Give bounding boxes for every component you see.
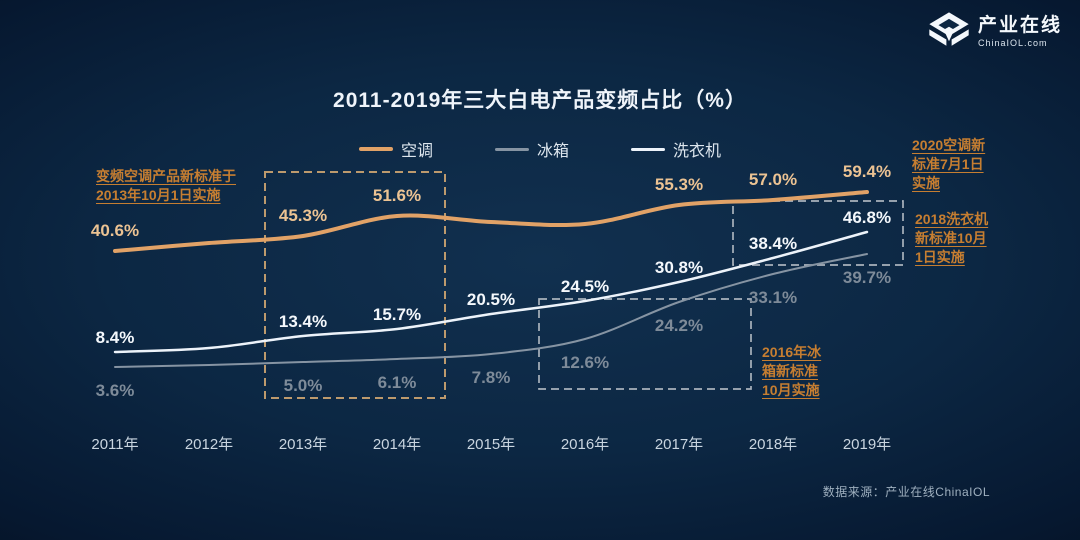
data-label-aircon-2013年: 45.3% — [278, 206, 328, 226]
x-axis-label-2019年: 2019年 — [842, 436, 892, 453]
x-axis-label-2016年: 2016年 — [560, 436, 610, 453]
legend-swatch-fridge — [494, 147, 529, 151]
annotation-2020-aircon-standard: 2020空调新 标准7月1日 实施 — [912, 137, 986, 191]
data-label-fridge-2014年: 6.1% — [377, 372, 417, 392]
data-label-washer-2017年: 30.8% — [654, 257, 704, 277]
x-axis-label-2014年: 2014年 — [372, 436, 422, 453]
data-label-washer-2015年: 20.5% — [466, 289, 516, 309]
legend-item-washer: 洗衣机 — [631, 137, 721, 161]
data-label-aircon-2011年: 40.6% — [90, 220, 140, 240]
highlight-box-2013-2014 — [264, 171, 446, 399]
x-axis-label-2015年: 2015年 — [466, 436, 516, 453]
x-axis-label-2012年: 2012年 — [184, 436, 234, 453]
x-axis-label-2011年: 2011年 — [91, 436, 139, 453]
data-label-washer-2011年: 8.4% — [95, 327, 135, 347]
legend-item-aircon: 空调 — [358, 137, 433, 161]
x-axis-label-2013年: 2013年 — [278, 436, 328, 453]
data-label-fridge-2011年: 3.6% — [95, 380, 135, 400]
legend-swatch-aircon — [358, 147, 393, 151]
data-label-fridge-2019年: 39.7% — [842, 267, 892, 287]
annotation-2018-washer-standard: 2018洗衣机 新标准10月 1日实施 — [915, 211, 989, 265]
logo-domain: ChinaIOL.com — [977, 38, 1048, 48]
data-label-washer-2016年: 24.5% — [560, 277, 610, 297]
chart-legend: 空调 冰箱 洗衣机 — [0, 137, 1080, 161]
data-label-fridge-2015年: 7.8% — [471, 367, 511, 387]
data-label-fridge-2016年: 12.6% — [560, 352, 610, 372]
chart-title: 2011-2019年三大白电产品变频占比（%） — [333, 89, 747, 112]
legend-label-aircon: 空调 — [400, 143, 433, 160]
data-label-fridge-2018年: 33.1% — [748, 288, 798, 308]
data-source-note: 数据来源：产业在线ChinaIOL — [822, 485, 990, 499]
series-line-washer — [113, 230, 869, 354]
legend-label-washer: 洗衣机 — [673, 143, 722, 160]
data-label-washer-2014年: 15.7% — [372, 304, 422, 324]
annotation-2013-aircon-standard: 变频空调产品新标准于 2013年10月1日实施 — [96, 168, 236, 203]
series-line-fridge — [114, 253, 868, 368]
highlight-box-2018-2019 — [732, 200, 904, 266]
chinaiol-logo-icon — [929, 12, 969, 46]
legend-item-fridge: 冰箱 — [494, 137, 569, 161]
legend-label-fridge: 冰箱 — [536, 143, 569, 160]
logo-brand-name: 产业在线 — [977, 15, 1062, 36]
data-label-washer-2018年: 38.4% — [748, 233, 798, 253]
data-label-fridge-2017年: 24.2% — [654, 316, 704, 336]
annotation-2016-fridge-standard: 2016年冰 箱新标准 10月实施 — [762, 344, 822, 398]
legend-swatch-washer — [631, 147, 665, 151]
data-label-aircon-2014年: 51.6% — [372, 186, 422, 206]
data-label-fridge-2013年: 5.0% — [283, 376, 323, 396]
data-label-aircon-2017年: 55.3% — [654, 174, 704, 194]
chinaiol-logo[interactable]: 产业在线 ChinaIOL.com — [928, 12, 1062, 52]
series-line-aircon — [113, 190, 869, 253]
data-label-washer-2013年: 13.4% — [278, 312, 328, 332]
data-label-aircon-2019年: 59.4% — [842, 162, 892, 182]
x-axis-label-2018年: 2018年 — [748, 436, 798, 453]
highlight-box-2016-2017 — [538, 298, 752, 390]
x-axis-label-2017年: 2017年 — [654, 436, 704, 453]
data-label-aircon-2018年: 57.0% — [748, 169, 798, 189]
data-label-washer-2019年: 46.8% — [842, 207, 892, 227]
